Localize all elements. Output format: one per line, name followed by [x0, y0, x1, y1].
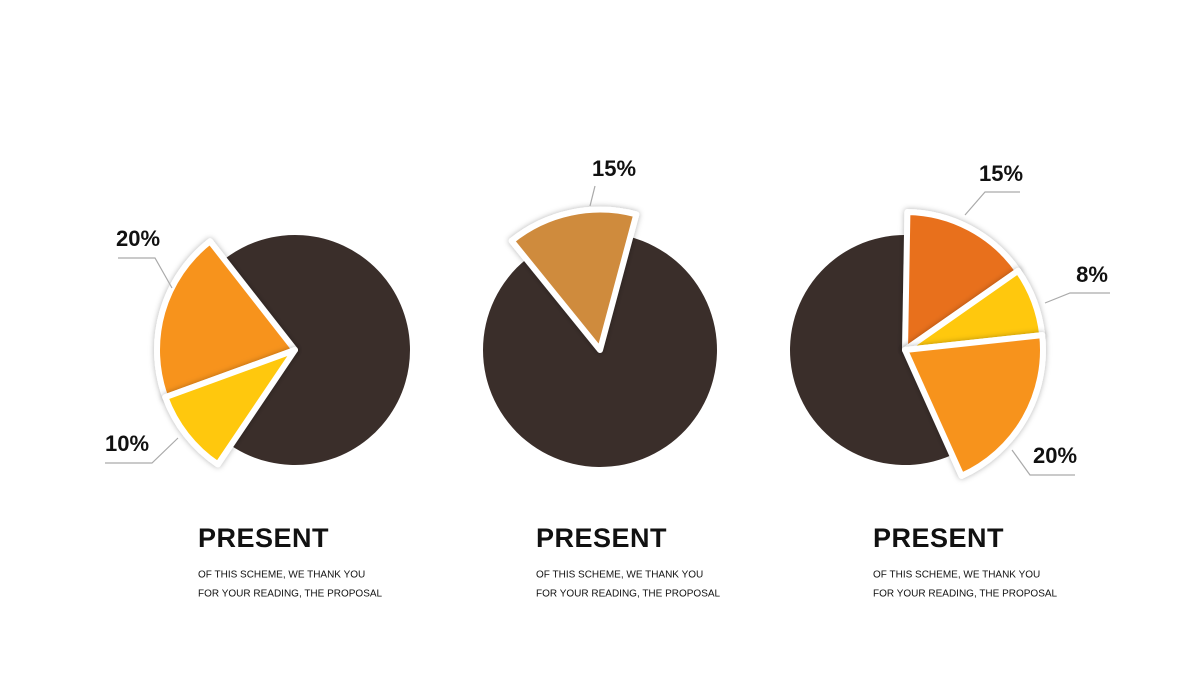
- pie-slice: [162, 347, 298, 468]
- pie-slice: [789, 235, 953, 465]
- data-label: 10%: [105, 431, 149, 456]
- chart-subtitle: FOR YOUR READING, THE PROPOSAL: [536, 589, 721, 600]
- chart-subtitle: OF THIS SCHEME, WE THANK YOU: [536, 570, 703, 581]
- pie-slice: [508, 206, 640, 353]
- leader-line: [964, 191, 1020, 216]
- pie-slice: [154, 238, 298, 401]
- chart-title: PRESENT: [536, 523, 667, 553]
- chart-title: PRESENT: [198, 523, 329, 553]
- data-label: 15%: [592, 156, 636, 181]
- data-label: 20%: [116, 226, 160, 251]
- chart-subtitle: OF THIS SCHEME, WE THANK YOU: [198, 570, 365, 581]
- pie-slice: [902, 209, 1022, 353]
- leader-line: [1044, 292, 1110, 304]
- chart-subtitle: FOR YOUR READING, THE PROPOSAL: [198, 589, 383, 600]
- chart-subtitle: FOR YOUR READING, THE PROPOSAL: [873, 589, 1058, 600]
- data-label: 20%: [1033, 443, 1077, 468]
- data-label: 15%: [979, 161, 1023, 186]
- chart-title: PRESENT: [873, 523, 1004, 553]
- leader-line: [589, 185, 596, 207]
- leader-line: [1011, 449, 1075, 476]
- leader-line: [118, 257, 173, 289]
- pie-slice: [224, 234, 410, 465]
- pie-slice: [902, 332, 1046, 479]
- leader-line: [105, 437, 179, 464]
- data-label: 8%: [1076, 262, 1108, 287]
- chart-subtitle: OF THIS SCHEME, WE THANK YOU: [873, 570, 1040, 581]
